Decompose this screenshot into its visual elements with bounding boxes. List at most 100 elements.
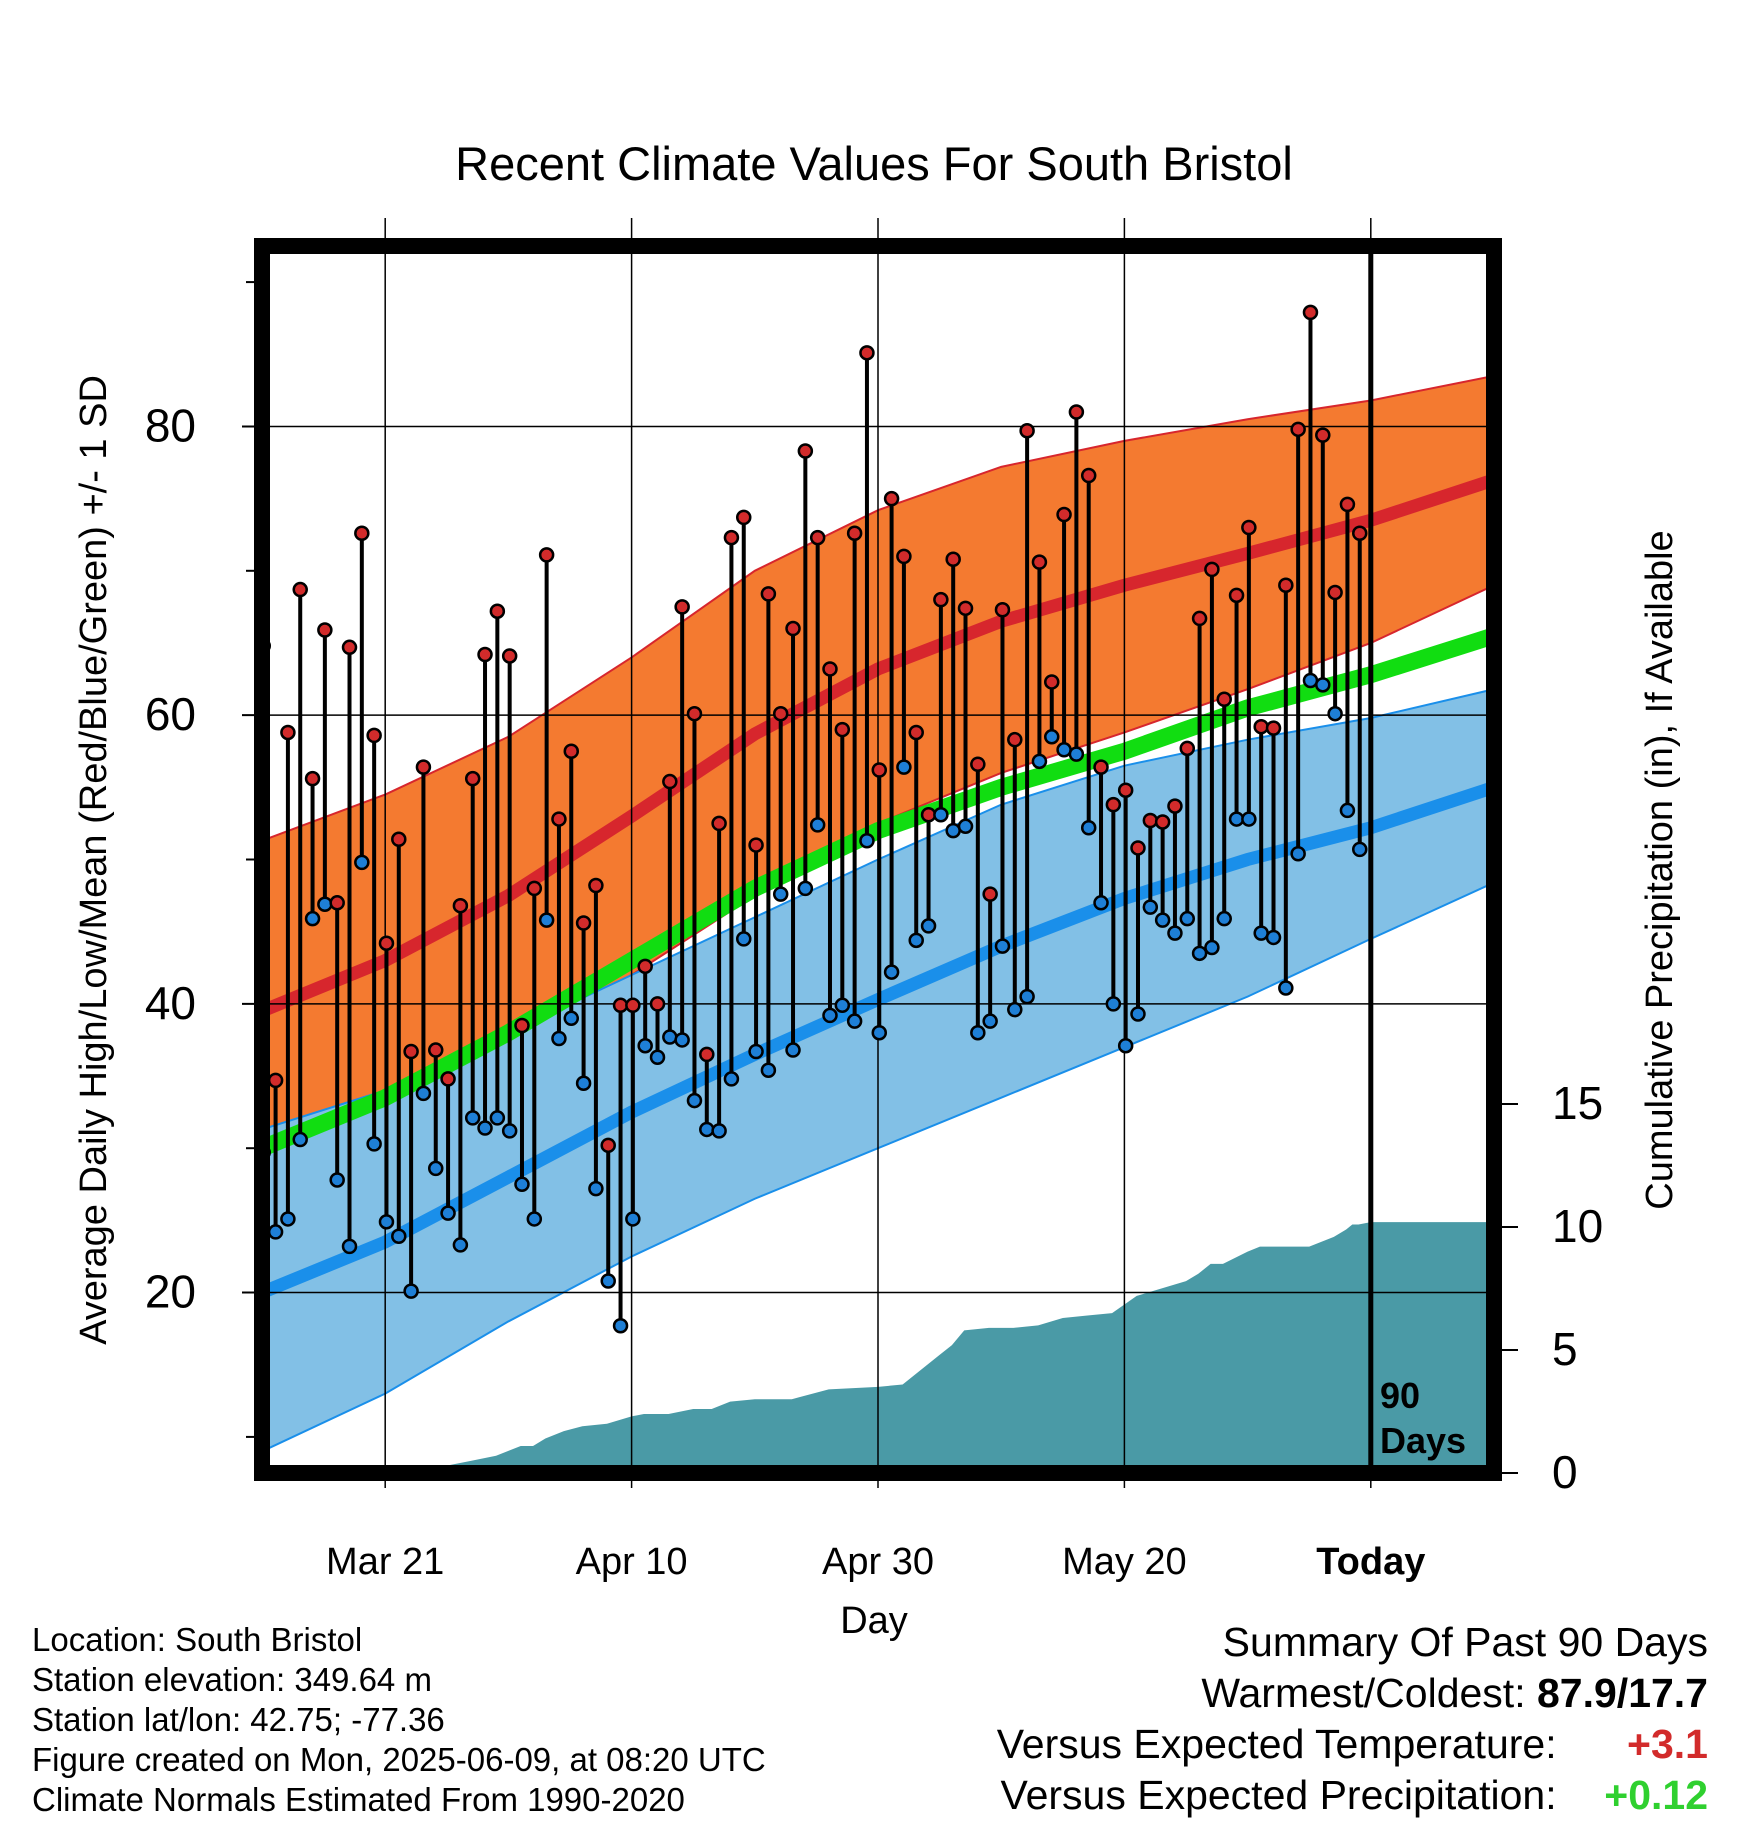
daily-high-point: [464, 770, 481, 787]
daily-high-point: [477, 646, 493, 663]
daily-high-point: [391, 831, 407, 848]
daily-low-point: [575, 1075, 592, 1091]
daily-high-point: [908, 724, 924, 741]
daily-low-point: [292, 1131, 308, 1148]
daily-high-point: [600, 1137, 616, 1154]
summary-panel: Summary Of Past 90 Days Warmest/Coldest:…: [997, 1617, 1708, 1821]
daily-high-point: [415, 759, 432, 775]
daily-low-point: [723, 1071, 740, 1087]
daily-high-point: [1167, 798, 1183, 814]
daily-high-point: [1191, 610, 1208, 627]
precipitation-area: [262, 1222, 1494, 1473]
daily-high-point: [440, 1071, 456, 1087]
temp-vs-expected-row: Versus Expected Temperature: +3.1: [997, 1719, 1708, 1770]
daily-high-point: [649, 996, 666, 1012]
daily-low-point: [403, 1283, 419, 1299]
temp-vs-expected-value: +3.1: [1627, 1721, 1708, 1767]
daily-low-point: [957, 818, 974, 835]
daily-high-point: [538, 547, 555, 563]
daily-low-point: [970, 1024, 986, 1041]
daily-low-point: [809, 817, 826, 833]
daily-high-point: [822, 661, 838, 677]
daily-low-point: [588, 1180, 604, 1197]
daily-high-point: [588, 877, 604, 894]
daily-high-point: [1290, 421, 1306, 438]
daily-high-point: [846, 525, 863, 542]
daily-high-point: [982, 886, 998, 902]
daily-high-point: [403, 1043, 419, 1060]
daily-low-point: [415, 1085, 432, 1102]
daily-high-point: [1315, 427, 1331, 443]
daily-high-point: [612, 997, 629, 1014]
daily-high-point: [1031, 554, 1048, 570]
daily-low-point: [551, 1030, 567, 1047]
daily-high-point: [489, 603, 506, 619]
daily-low-point: [662, 1029, 678, 1045]
daily-low-point: [908, 932, 924, 949]
daily-low-point: [1191, 945, 1208, 962]
daily-high-point: [1216, 691, 1232, 708]
daily-low-point: [871, 1024, 888, 1041]
daily-high-point: [563, 743, 580, 759]
daily-low-point: [477, 1120, 493, 1136]
today-days-label: Days: [1380, 1420, 1466, 1461]
daily-low-point: [637, 1037, 653, 1054]
warmest-coldest-label: Warmest/Coldest:: [1201, 1670, 1526, 1716]
daily-low-point: [1142, 899, 1159, 915]
daily-low-point: [1019, 988, 1035, 1005]
daily-high-point: [723, 529, 740, 546]
daily-high-point: [760, 586, 777, 602]
daily-high-point: [341, 639, 358, 656]
daily-low-point: [1204, 939, 1220, 956]
daily-high-point: [637, 958, 653, 975]
daily-low-point: [797, 880, 814, 897]
daily-high-point: [575, 915, 592, 931]
daily-low-point: [1167, 925, 1183, 941]
x-tick-label: Apr 10: [576, 1541, 688, 1583]
daily-low-point: [378, 1214, 395, 1230]
daily-low-point: [920, 918, 937, 934]
daily-high-point: [1130, 840, 1146, 856]
daily-high-point: [933, 591, 949, 608]
daily-low-point: [1241, 811, 1257, 827]
daily-low-point: [538, 912, 555, 928]
x-axis-label: Day: [840, 1600, 908, 1642]
daily-high-point: [1241, 519, 1257, 536]
daily-low-point: [994, 938, 1011, 954]
daily-low-point: [280, 1211, 296, 1227]
x-tick-label: Today: [1316, 1541, 1425, 1583]
daily-low-point: [1290, 845, 1306, 862]
y2-tick-label: 10: [1552, 1200, 1603, 1252]
daily-high-point: [699, 1046, 715, 1063]
daily-low-point: [945, 822, 961, 839]
precip-vs-expected-row: Versus Expected Precipitation: +0.12: [997, 1770, 1709, 1821]
daily-high-point: [711, 815, 727, 832]
daily-low-point: [772, 886, 789, 902]
daily-low-point: [354, 854, 370, 871]
daily-low-point: [748, 1043, 764, 1060]
daily-low-point: [649, 1049, 666, 1066]
daily-low-point: [267, 1224, 284, 1240]
daily-high-point: [686, 705, 703, 722]
daily-high-point: [662, 773, 678, 790]
daily-low-point: [464, 1110, 481, 1126]
location-text: Location: South Bristol: [32, 1621, 363, 1658]
daily-high-point: [945, 551, 961, 567]
daily-high-point: [871, 762, 888, 778]
daily-low-point: [846, 1013, 863, 1029]
daily-low-point: [686, 1092, 703, 1109]
daily-high-point: [329, 895, 345, 911]
daily-high-point: [304, 770, 321, 787]
y2-axis-label: Cumulative Precipitation (in), If Availa…: [1639, 530, 1681, 1209]
chart-title: Recent Climate Values For South Bristol: [455, 137, 1293, 190]
daily-low-point: [452, 1237, 469, 1253]
daily-low-point: [674, 1032, 690, 1048]
daily-high-point: [994, 602, 1011, 618]
daily-high-point: [427, 1042, 444, 1058]
daily-low-point: [1278, 980, 1294, 996]
daily-high-point: [1154, 814, 1171, 830]
plot-frame: [254, 238, 1502, 1481]
today-label: 90: [1380, 1375, 1420, 1416]
elevation-text: Station elevation: 349.64 m: [32, 1661, 432, 1698]
daily-low-point: [563, 1010, 580, 1027]
